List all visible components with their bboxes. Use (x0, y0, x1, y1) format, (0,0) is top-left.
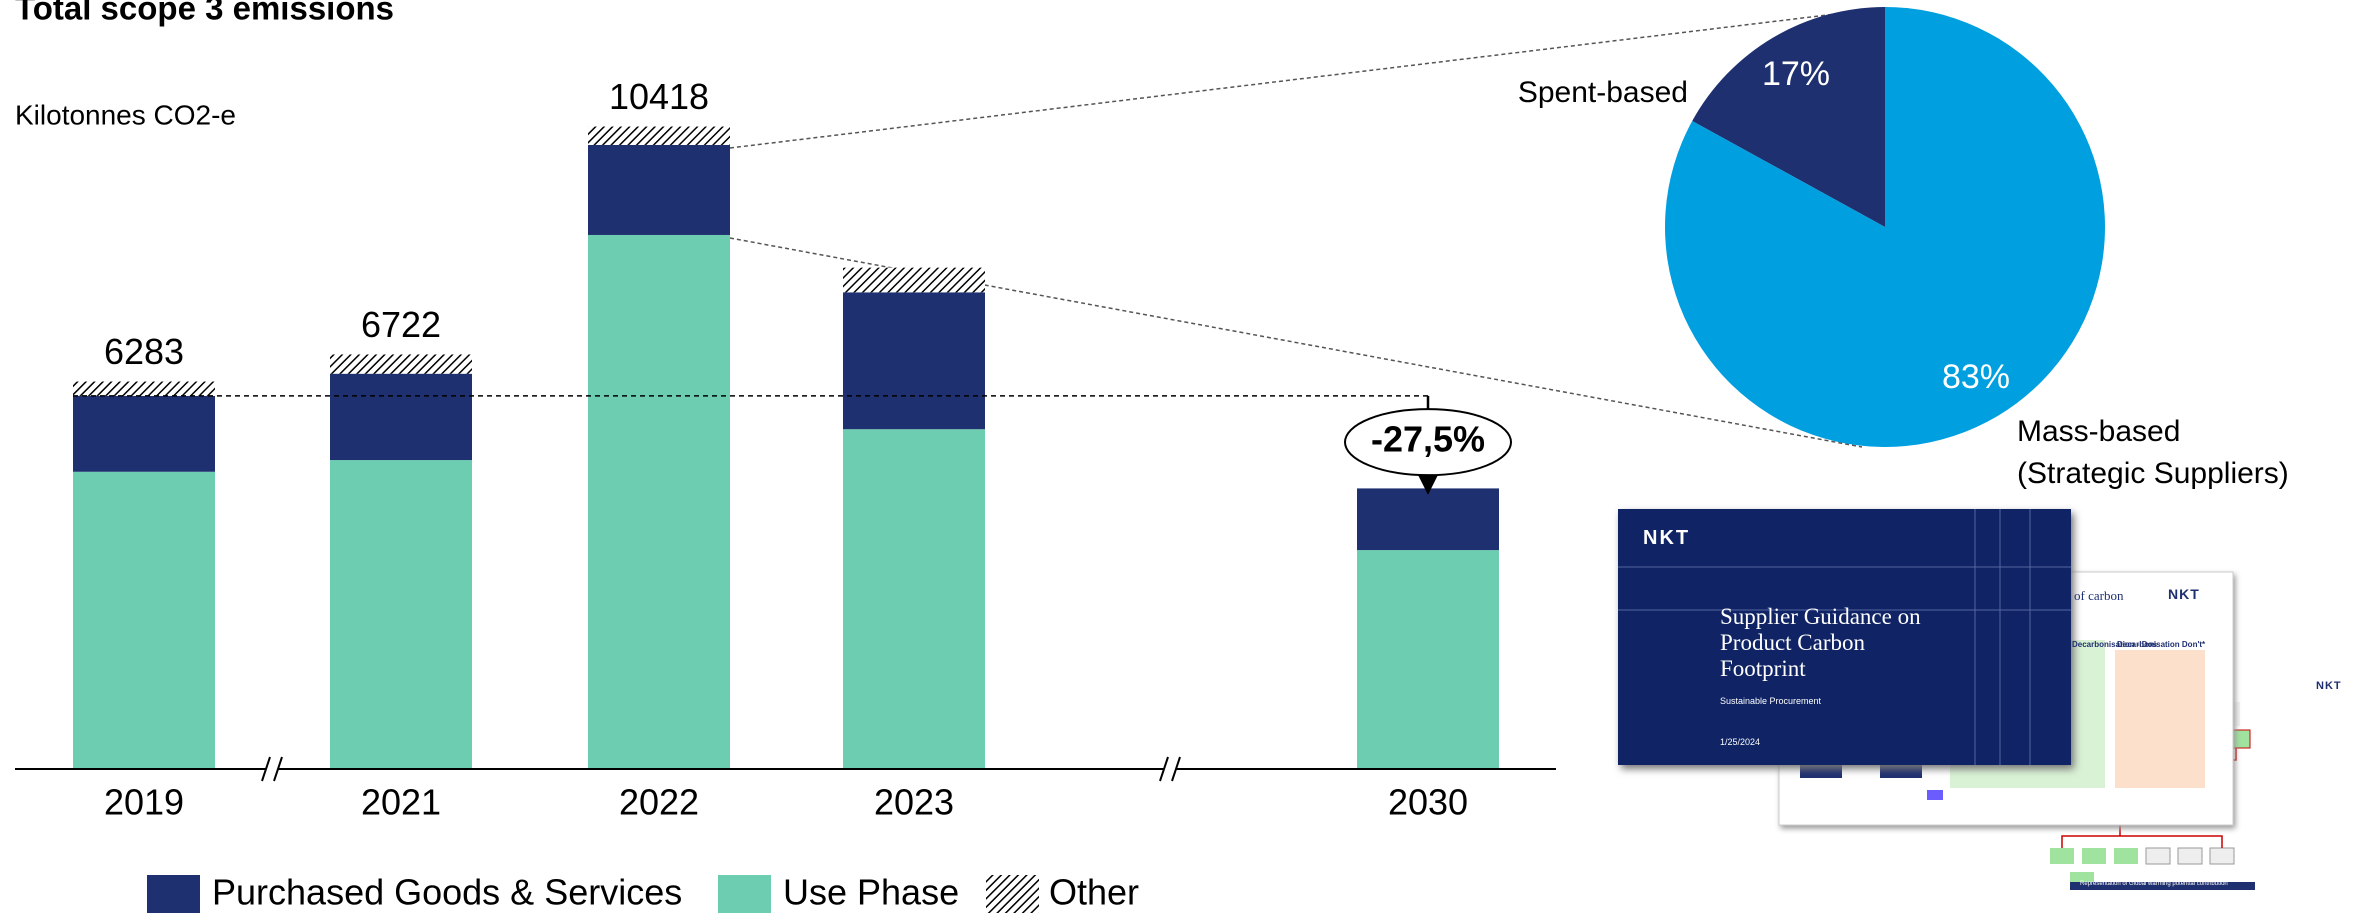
back-logo: NKT (2168, 586, 2200, 602)
diagram-box (2145, 847, 2171, 865)
legend-label: Use Phase (783, 872, 959, 913)
bar-segment (330, 373, 472, 461)
chart-subtitle: Kilotonnes CO2-e (15, 99, 236, 130)
bar-segment (330, 354, 472, 374)
annotation-bubble (1344, 408, 1512, 477)
pie-slice (1665, 7, 2105, 447)
bar-segment (330, 460, 472, 769)
diagram-caption: Representation of Global warming potenti… (2080, 881, 2228, 887)
diagram-box (2114, 848, 2138, 864)
front-title: Supplier Guidance on Product Carbon Foot… (1720, 604, 1921, 681)
bar-segment (588, 234, 730, 769)
x-tick-label: 2022 (619, 782, 699, 823)
diagram-box (2050, 848, 2074, 864)
document-preview (1618, 509, 2360, 910)
axis-break-gap (1164, 766, 1176, 772)
bar-segment (588, 126, 730, 145)
front-subtitle: Sustainable Procurement (1720, 696, 1822, 706)
diagram-box (2177, 847, 2203, 865)
pie-value-label: 83% (1942, 358, 2010, 396)
bar-segment (73, 381, 215, 396)
chart-title: Total scope 3 emissions (15, 0, 394, 27)
diagram-logo: NKT (2316, 680, 2342, 692)
axis-break (1159, 756, 1169, 782)
axis-break (273, 756, 283, 782)
diagram-box (2209, 847, 2235, 865)
front-date: 1/25/2024 (1720, 737, 1761, 747)
pie-slice (1692, 7, 1885, 227)
annotation: -27,5% (1371, 419, 1485, 460)
zoom-line (729, 7, 1886, 149)
pie-category-label: Mass-based (Strategic Suppliers) (2017, 415, 2289, 490)
diagram-box (2082, 848, 2106, 864)
bar-segment (1357, 550, 1499, 769)
axis-break-gap (266, 766, 278, 772)
pie-chart: 17% 83% (1665, 7, 2105, 447)
pie-category-label: Spent-based (1517, 76, 1688, 109)
pie-value-label: 17% (1762, 55, 1830, 93)
bar-chart: 2019 6283 2021 6722 2022 10418 2023 2030 -27,5% P… (15, 76, 1556, 913)
front-sheet (1618, 509, 2071, 765)
legend-swatch (986, 875, 1039, 913)
bar-segment (73, 395, 215, 472)
x-tick-label: 2030 (1388, 782, 1468, 823)
bar-segment (843, 429, 985, 769)
bar-segment (1357, 488, 1499, 551)
axis-break (1171, 756, 1181, 782)
total-label: 6283 (104, 331, 184, 372)
back-column (2115, 650, 2205, 788)
x-tick-label: 2021 (361, 782, 441, 823)
bar-segment (843, 267, 985, 293)
back-button (1927, 790, 1943, 800)
back-column-2: Decarbonisation Don't* (2117, 640, 2206, 649)
legend-swatch (147, 875, 200, 913)
front-logo: NKT (1643, 527, 1691, 549)
bar-segment (843, 292, 985, 430)
total-label: 6722 (361, 304, 441, 345)
x-tick-label: 2019 (104, 782, 184, 823)
diagram-caption-bar (2070, 882, 2255, 890)
back-column-1: Decarbonisation - Dos (2072, 640, 2157, 649)
total-label: 10418 (609, 76, 709, 117)
axis-break (261, 756, 271, 782)
legend-label: Other (1049, 872, 1139, 913)
legend-label: Purchased Goods & Services (212, 872, 682, 913)
bar-segment (73, 471, 215, 769)
bar-segment (588, 144, 730, 235)
back-heading: of carbon (2074, 588, 2124, 603)
x-tick-label: 2023 (874, 782, 954, 823)
legend-swatch (718, 875, 771, 913)
